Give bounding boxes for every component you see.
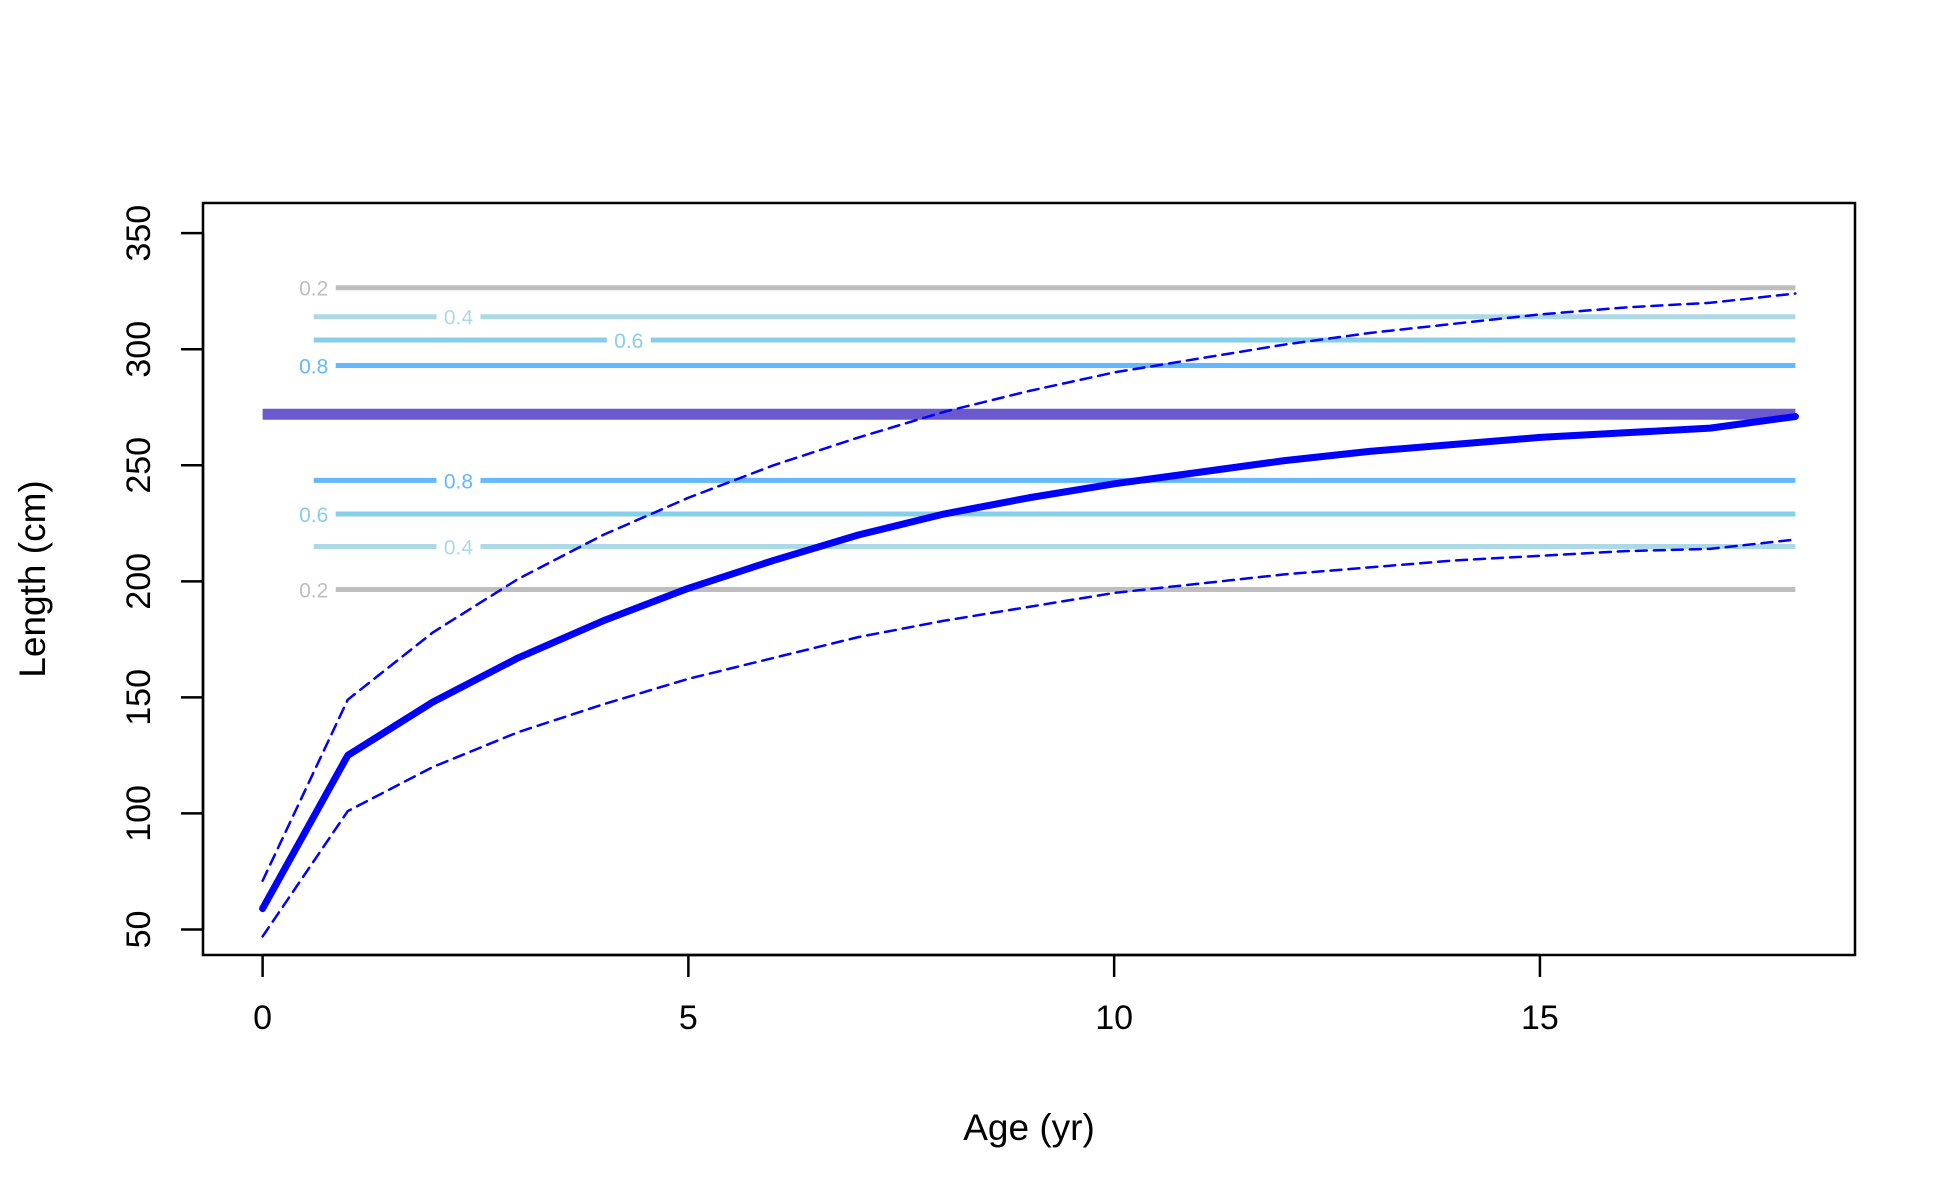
mean-growth-line	[259, 413, 1799, 913]
x-tick-label-1: 5	[679, 999, 698, 1037]
contour-label-6: 0.6	[299, 504, 328, 527]
x-tick-label-2: 10	[1095, 999, 1133, 1037]
y-tick-label-5: 300	[120, 321, 158, 378]
y-axis-title: Length (cm)	[12, 480, 53, 677]
ci-line-2	[261, 538, 1797, 938]
x-axis: 0 5 10 15	[253, 953, 1559, 1037]
data-series-layer	[259, 292, 1799, 938]
contour-label-7: 0.4	[444, 537, 474, 560]
contour-label-5: 0.8	[444, 470, 473, 493]
contour-label-3: 0.8	[299, 355, 328, 378]
x-axis-title: Age (yr)	[963, 1107, 1095, 1148]
y-tick-label-6: 350	[120, 205, 158, 262]
y-tick-label-3: 200	[120, 553, 158, 610]
y-tick-label-1: 100	[120, 785, 158, 842]
contour-label-8: 0.2	[299, 579, 328, 602]
y-tick-label-2: 150	[120, 669, 158, 726]
contour-label-1: 0.4	[444, 307, 474, 330]
contour-label-0: 0.2	[299, 278, 328, 301]
contour-label-2: 0.6	[614, 330, 643, 353]
x-tick-label-0: 0	[253, 999, 272, 1037]
x-tick-label-3: 15	[1521, 999, 1559, 1037]
contour-lines-layer: 0.2 0.4 0.6 0.8 0.8 0.6 0.4 0.2	[262, 278, 1796, 602]
ci-line-1	[261, 292, 1797, 882]
y-tick-label-0: 50	[120, 911, 158, 949]
y-axis: 50 100 150 200 250 300 350	[120, 205, 205, 949]
y-tick-label-4: 250	[120, 437, 158, 494]
